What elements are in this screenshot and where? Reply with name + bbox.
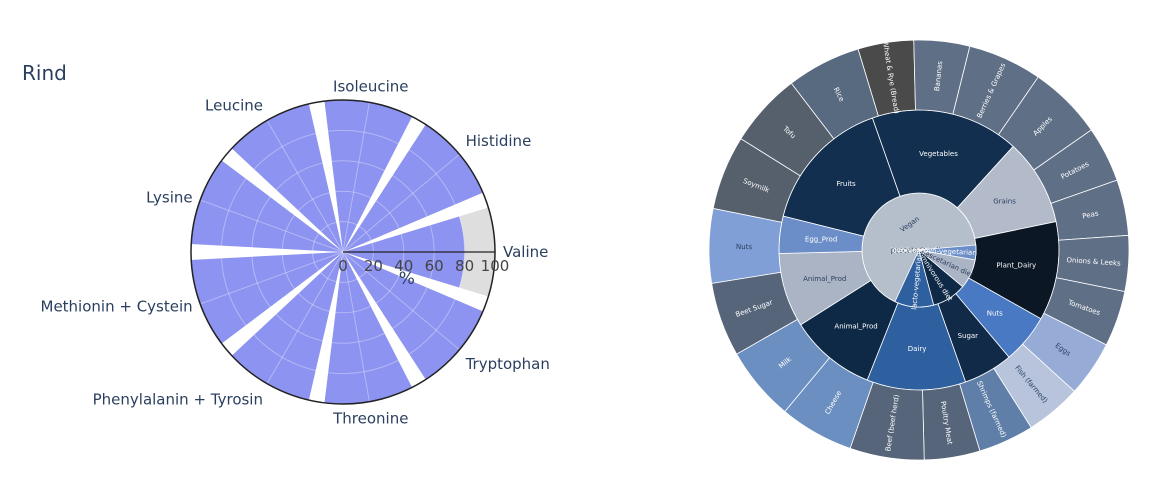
- sunburst-inner-sector-label: Nuts: [987, 309, 1003, 317]
- polar-bar: [324, 252, 413, 404]
- sunburst-chart: Fruits Vegetables Grains Plant_Dairy Nuts Sug…: [708, 39, 1130, 461]
- angular-gridline: [342, 251, 370, 402]
- sunburst-outer-sector[interactable]: [913, 39, 971, 115]
- radial-tick-label: 0: [338, 257, 348, 275]
- polar-bar: [231, 252, 343, 401]
- angular-tick-label: Isoleucine: [333, 77, 408, 95]
- polar-bar: [343, 252, 483, 380]
- angular-tick-label: Threonine: [332, 410, 408, 428]
- sunburst-inner-sector-label: Sugar: [958, 332, 979, 340]
- sunburst-inner-sector-label: Animal_Prod: [803, 275, 846, 283]
- sunburst-inner-sector-label: Animal_Prod: [834, 322, 877, 330]
- sunburst-outer-sector-label: Nuts: [736, 243, 753, 251]
- sunburst-outer-sector-label: Bananas: [933, 60, 944, 91]
- sunburst-mid-sector[interactable]: [918, 244, 977, 261]
- polar-chart-title: Rind: [22, 61, 67, 85]
- angular-gridline: [342, 251, 460, 351]
- radial-tick-label: 60: [425, 257, 444, 275]
- angular-tick-label: Methionin + Cystein: [41, 298, 193, 316]
- angular-tick-label: Histidine: [466, 132, 532, 150]
- angular-tick-label: Phenylalanin + Tyrosin: [93, 391, 263, 409]
- angular-gridline: [342, 153, 460, 253]
- sunburst-outer-sector-label: Peas: [1082, 209, 1100, 220]
- radial-tick-label: 100: [481, 257, 510, 275]
- sunburst-inner-sector-label: Fruits: [837, 180, 857, 188]
- polar-bar: [191, 252, 343, 344]
- sunburst-inner-sector-label: Grains: [993, 198, 1016, 206]
- radial-tick-label: 40: [394, 257, 413, 275]
- radial-tick-label: 80: [455, 257, 474, 275]
- angular-gridline: [199, 251, 344, 305]
- angular-tick-label: Leucine: [205, 96, 263, 114]
- angular-tick-label: Tryptophan: [465, 355, 550, 373]
- sunburst-inner-sector-label: Dairy: [908, 345, 927, 353]
- polar-bar: [343, 124, 483, 252]
- angular-gridline: [266, 120, 344, 253]
- polar-bar: [324, 99, 413, 252]
- sunburst-outer-sector-label: Onions & Leeks: [1066, 256, 1121, 268]
- angular-gridline: [342, 102, 370, 253]
- polar-bar: [231, 103, 343, 252]
- sunburst-inner-sector-label: Vegetables: [919, 150, 958, 158]
- sunburst-mid-sector-label: ovo-vegetarian: [924, 247, 977, 257]
- angular-gridline: [199, 199, 344, 253]
- angular-gridline: [266, 251, 344, 384]
- polar-bar: [191, 160, 343, 252]
- sunburst-inner-sector-label: Plant_Dairy: [996, 262, 1036, 270]
- sunburst-inner-sector-label: Egg_Prod: [805, 236, 837, 244]
- angular-tick-label: Lysine: [146, 188, 193, 206]
- radial-tick-label: 20: [364, 257, 383, 275]
- polar-chart: 0 20 40 60 80 100% Valine Histidine Isoleucine Le…: [41, 77, 550, 427]
- radial-axis-title: %: [399, 269, 415, 289]
- angular-tick-label: Valine: [503, 243, 548, 261]
